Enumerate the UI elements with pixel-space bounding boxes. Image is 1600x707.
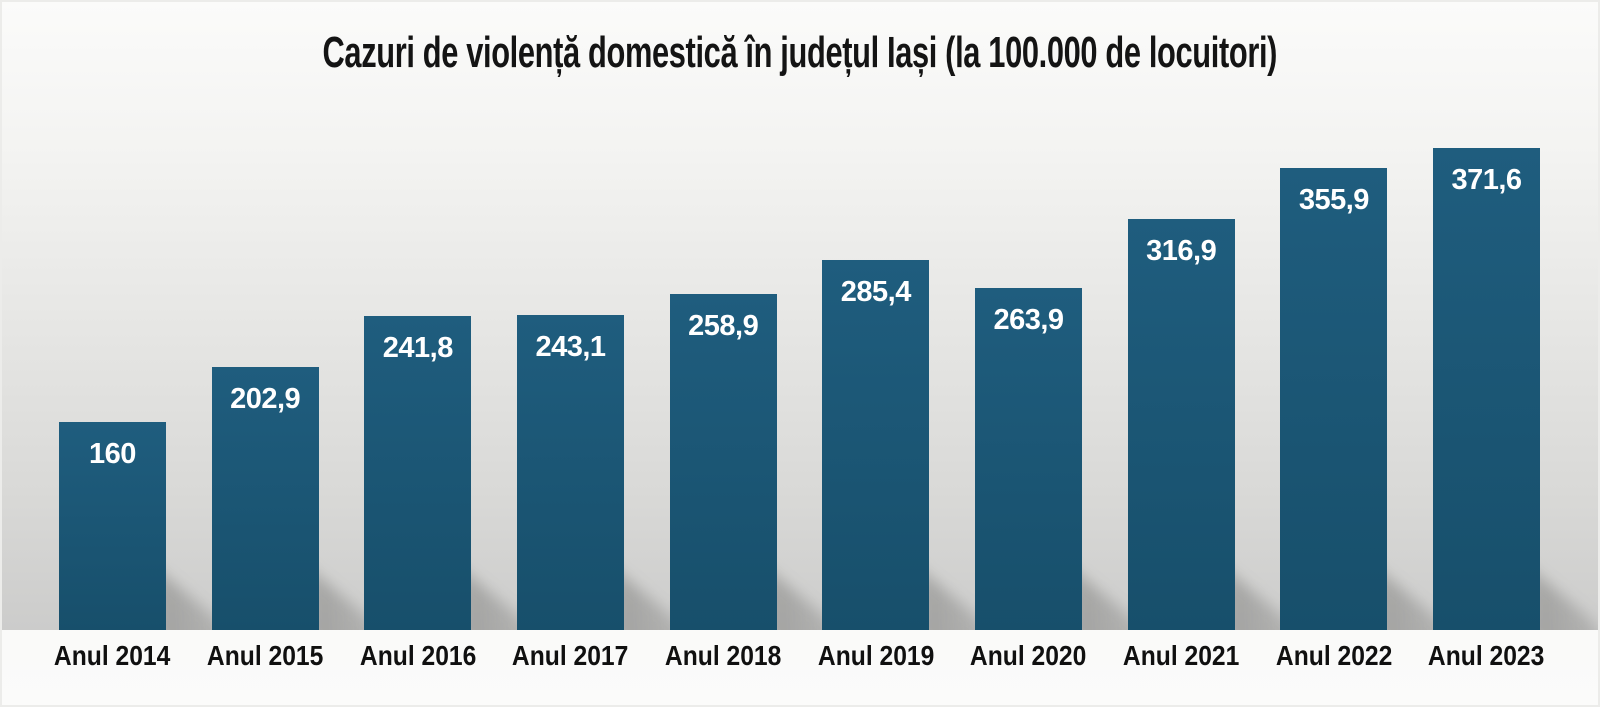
bar-anul-2014: 160	[59, 422, 166, 630]
x-axis-label: Anul 2023	[1407, 640, 1567, 672]
x-axis-label-text: Anul 2020	[970, 640, 1087, 671]
bar-anul-2017: 243,1	[517, 315, 624, 630]
x-axis-label-text: Anul 2016	[359, 640, 477, 671]
x-axis-label: Anul 2017	[491, 640, 651, 672]
x-axis-label: Anul 2014	[33, 640, 193, 672]
bar-value-label: 371,6	[1451, 164, 1522, 196]
bar-value-label: 241,8	[382, 332, 454, 364]
bar-value-label: 258,9	[688, 310, 759, 342]
bar-anul-2022: 355,9	[1280, 168, 1388, 630]
plot-area: Cazuri de violență domestică în județul …	[2, 2, 1598, 630]
x-axis-label-text: Anul 2015	[206, 640, 324, 671]
bar-value-label: 316,9	[1146, 235, 1217, 267]
bar-value-label: 355,9	[1298, 184, 1370, 216]
bar-value-label: 202,9	[230, 383, 301, 415]
x-axis-label-text: Anul 2021	[1122, 640, 1240, 671]
bar-value-label: 285,4	[840, 276, 912, 308]
bar-anul-2015: 202,9	[211, 367, 319, 630]
x-axis-label-text: Anul 2023	[1428, 640, 1545, 671]
x-axis-label-text: Anul 2014	[54, 640, 171, 671]
x-axis-label: Anul 2021	[1101, 640, 1261, 672]
x-axis-label-text: Anul 2017	[512, 640, 629, 671]
x-axis-label: Anul 2015	[185, 640, 345, 672]
bar-anul-2018: 258,9	[669, 294, 777, 630]
x-axis-label-text: Anul 2022	[1275, 640, 1393, 671]
bar-anul-2023: 371,6	[1433, 148, 1541, 630]
bar-anul-2019: 285,4	[822, 260, 930, 630]
x-axis-label: Anul 2019	[796, 640, 956, 672]
x-axis-label: Anul 2016	[338, 640, 498, 672]
x-axis-label-text: Anul 2018	[664, 640, 782, 671]
bar-anul-2020: 263,9	[975, 288, 1083, 630]
bar-value-label: 263,9	[993, 304, 1064, 336]
bar-anul-2021: 316,9	[1127, 219, 1235, 630]
chart-title: Cazuri de violență domestică în județul …	[2, 28, 1598, 78]
x-axis-label: Anul 2020	[949, 640, 1109, 672]
x-axis-label-text: Anul 2019	[817, 640, 935, 671]
x-axis: Anul 2014 Anul 2015 Anul 2016 Anul 2017 Anul…	[2, 630, 1598, 705]
chart-title-text: Cazuri de violență domestică în județul …	[322, 28, 1278, 77]
x-axis-label: Anul 2022	[1254, 640, 1414, 672]
bar-value-label: 160	[89, 438, 136, 470]
x-axis-label: Anul 2018	[643, 640, 803, 672]
bar-anul-2016: 241,8	[364, 316, 472, 630]
bar-value-label: 243,1	[535, 331, 606, 363]
